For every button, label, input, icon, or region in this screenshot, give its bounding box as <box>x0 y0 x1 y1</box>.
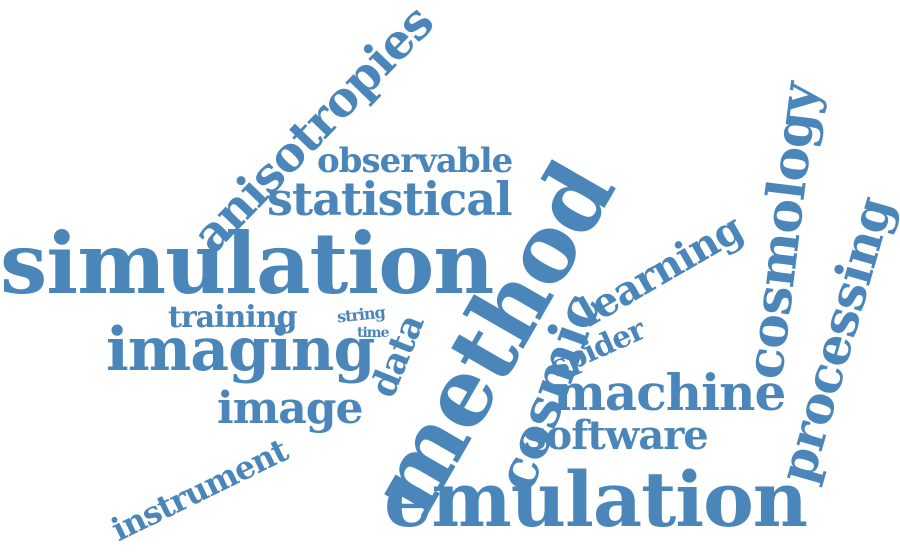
word-statistical: statistical <box>267 172 513 226</box>
word-machine: machine <box>553 363 786 422</box>
word-software: software <box>524 412 709 459</box>
word-training: training <box>168 300 297 335</box>
word-instrument: instrument <box>105 431 294 549</box>
word-string: string <box>336 302 386 327</box>
word-image: image <box>217 383 364 434</box>
word-time: time <box>357 325 390 341</box>
word-imaging: imaging <box>106 315 375 385</box>
word-observable: observable <box>317 141 513 181</box>
word-emulation: emulation <box>384 455 808 544</box>
word-simulation: simulation <box>0 214 494 313</box>
